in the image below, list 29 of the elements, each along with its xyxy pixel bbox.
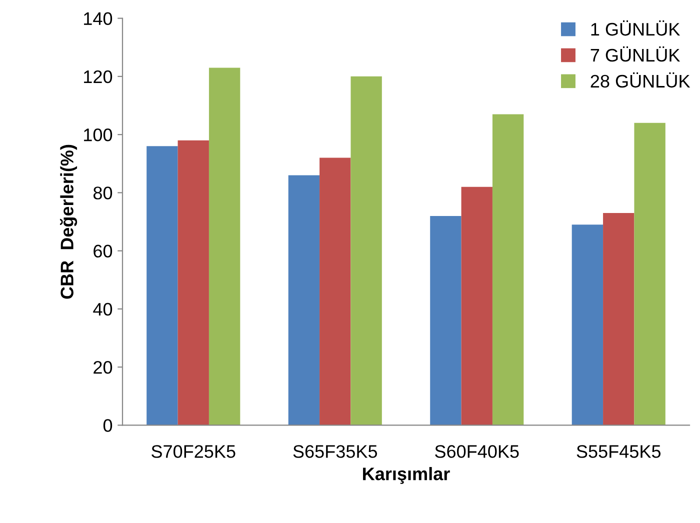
legend-label: 7 GÜNLÜK xyxy=(590,46,680,62)
y-tick-label: 40 xyxy=(93,302,112,316)
y-axis-title: CBR Değerleri(%) xyxy=(60,144,78,299)
y-tick-label: 80 xyxy=(93,186,112,200)
bar xyxy=(461,186,492,426)
bar xyxy=(146,146,178,426)
legend-label: 1 GÜNLÜK xyxy=(591,20,680,36)
y-tick-label: 140 xyxy=(84,12,112,26)
bar xyxy=(603,213,634,426)
bar xyxy=(288,175,320,426)
bar xyxy=(350,76,382,426)
x-axis-title: Karışımlar xyxy=(363,467,450,484)
legend-label: 28 GÜNLÜK xyxy=(590,72,690,88)
y-tick-label: 0 xyxy=(103,419,112,432)
bar xyxy=(572,224,604,426)
bar xyxy=(430,216,462,426)
y-tick-label: 20 xyxy=(94,361,112,374)
bar xyxy=(208,68,240,426)
y-tick-label: 120 xyxy=(84,70,112,84)
bar xyxy=(178,140,209,426)
x-tick-label: S65F35K5 xyxy=(293,445,378,458)
x-tick-label: S60F40K5 xyxy=(435,445,519,458)
y-tick-label: 100 xyxy=(84,128,112,142)
x-tick-label: S55F45K5 xyxy=(576,445,661,458)
bar xyxy=(634,122,666,426)
x-tick-label: S70F25K5 xyxy=(152,445,236,458)
bar xyxy=(492,114,524,426)
y-tick-label: 60 xyxy=(94,244,112,258)
bar xyxy=(320,158,351,426)
